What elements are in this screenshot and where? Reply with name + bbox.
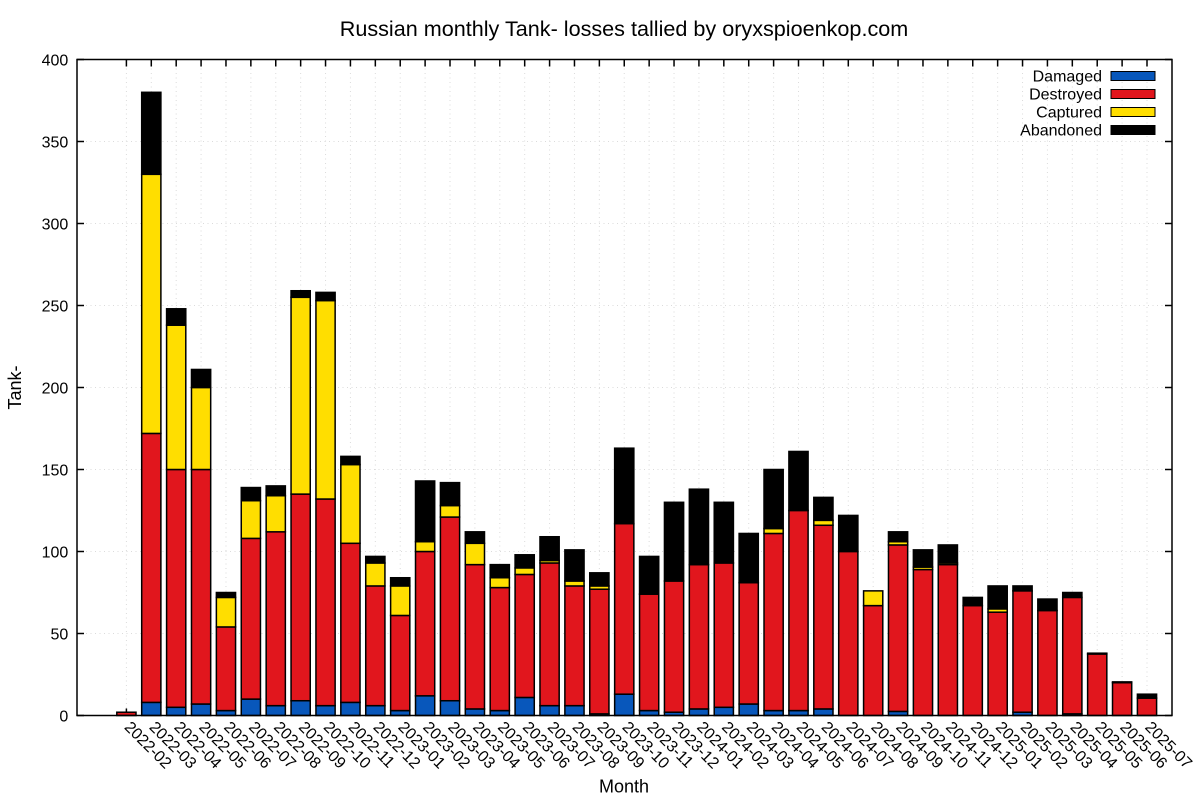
svg-text:Captured: Captured	[1036, 105, 1102, 122]
svg-text:Damaged: Damaged	[1033, 69, 1102, 86]
svg-text:200: 200	[42, 381, 69, 398]
svg-text:Tank-: Tank-	[5, 365, 25, 409]
svg-text:350: 350	[42, 135, 69, 152]
svg-text:250: 250	[42, 299, 69, 316]
svg-text:Abandoned: Abandoned	[1020, 123, 1102, 140]
svg-text:Destroyed: Destroyed	[1029, 87, 1102, 104]
svg-text:100: 100	[42, 545, 69, 562]
svg-text:300: 300	[42, 217, 69, 234]
svg-text:0: 0	[59, 709, 68, 726]
svg-text:150: 150	[42, 463, 69, 480]
svg-text:Russian monthly Tank- losses t: Russian monthly Tank- losses tallied by …	[340, 16, 909, 41]
svg-text:400: 400	[42, 53, 69, 70]
svg-text:50: 50	[51, 627, 69, 644]
svg-text:Month: Month	[599, 777, 649, 797]
